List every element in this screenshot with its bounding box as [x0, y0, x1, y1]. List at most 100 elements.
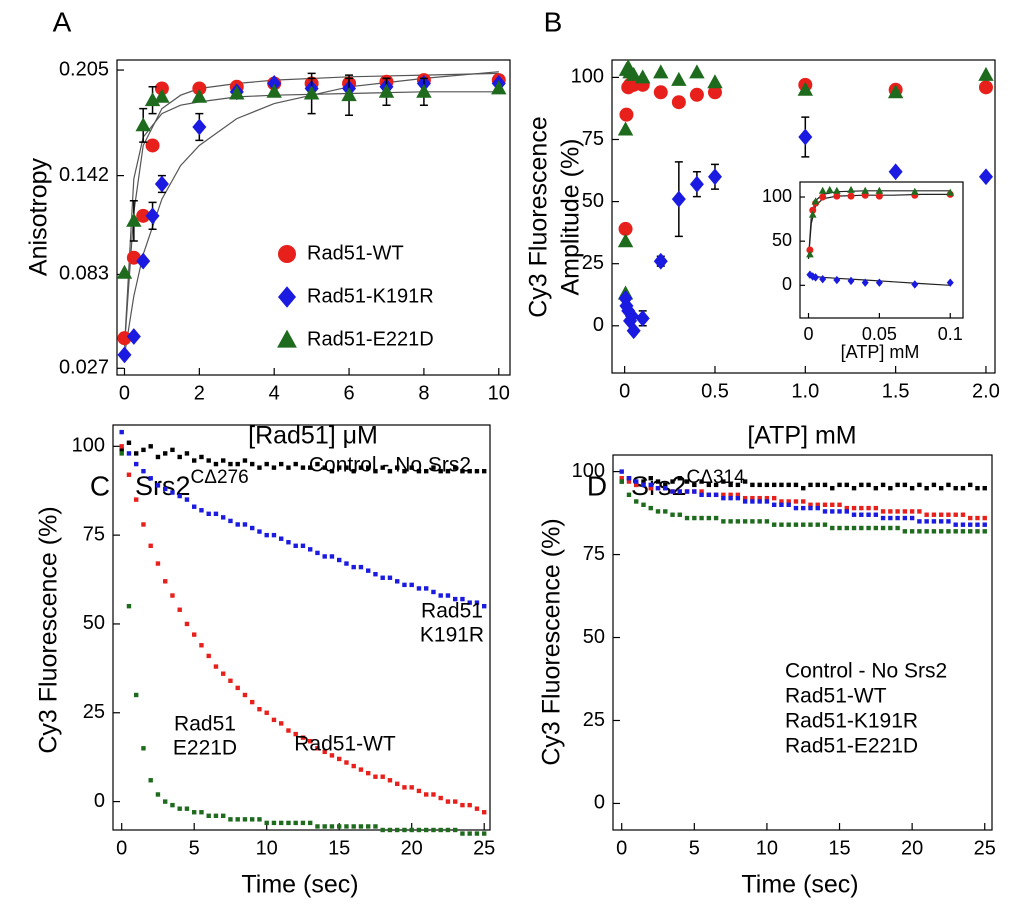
- point: [148, 444, 153, 449]
- point: [373, 468, 378, 474]
- point: [677, 512, 682, 517]
- point: [938, 485, 944, 491]
- point: [692, 489, 697, 494]
- point: [322, 465, 327, 470]
- point: [663, 482, 668, 488]
- point: [141, 447, 146, 453]
- point: [431, 465, 436, 470]
- point: [366, 568, 371, 573]
- point: [221, 515, 226, 520]
- point: [895, 515, 900, 521]
- point: [844, 509, 849, 514]
- point: [344, 760, 349, 765]
- point: [213, 664, 219, 669]
- point: [117, 331, 132, 346]
- point: [953, 485, 958, 491]
- point: [337, 465, 342, 470]
- point: [155, 483, 161, 488]
- point: [264, 710, 269, 715]
- point: [851, 485, 857, 491]
- point: [635, 309, 650, 327]
- point: [808, 505, 813, 511]
- x-tick-label: 5: [689, 837, 700, 859]
- y-tick-label: 50: [583, 626, 605, 648]
- point: [707, 168, 722, 186]
- point: [779, 499, 784, 504]
- point: [953, 529, 958, 534]
- legend-marker: [278, 286, 296, 308]
- point: [655, 485, 661, 491]
- point: [721, 492, 726, 498]
- point: [671, 95, 686, 110]
- point: [859, 512, 864, 517]
- point: [358, 767, 364, 772]
- y-tick-label: 0.027: [59, 357, 109, 379]
- point: [119, 451, 124, 456]
- point: [728, 492, 733, 498]
- point: [170, 490, 175, 495]
- point: [692, 515, 697, 521]
- point: [924, 529, 929, 534]
- point: [192, 118, 207, 136]
- point: [266, 83, 282, 98]
- point: [358, 824, 364, 829]
- y-tick-label: 100: [762, 186, 792, 206]
- point: [692, 482, 697, 488]
- point: [308, 738, 313, 744]
- x-tick-label: 8: [418, 382, 429, 404]
- point: [771, 522, 777, 527]
- panel-label: B: [544, 6, 563, 37]
- point: [445, 468, 451, 474]
- point: [395, 781, 400, 787]
- point: [163, 799, 168, 804]
- point: [119, 447, 124, 453]
- point: [861, 186, 870, 194]
- point: [648, 505, 653, 511]
- point: [366, 465, 371, 470]
- point: [887, 84, 904, 99]
- point: [242, 817, 248, 822]
- point: [851, 505, 857, 511]
- point: [728, 519, 733, 524]
- point: [474, 806, 480, 811]
- point: [271, 532, 277, 538]
- point: [344, 824, 349, 829]
- point: [830, 502, 835, 507]
- point: [866, 482, 871, 488]
- point: [337, 557, 342, 563]
- point: [148, 543, 153, 548]
- point: [648, 476, 653, 481]
- point: [677, 476, 682, 481]
- point: [978, 168, 993, 186]
- point: [946, 278, 954, 287]
- point: [757, 519, 762, 524]
- point: [380, 465, 385, 470]
- point: [888, 525, 893, 531]
- point: [742, 495, 748, 501]
- point: [909, 515, 915, 521]
- point: [482, 810, 487, 815]
- point: [380, 827, 385, 833]
- point: [424, 468, 429, 474]
- point: [177, 454, 182, 460]
- point: [192, 458, 197, 463]
- point: [617, 233, 634, 248]
- point: [228, 518, 233, 524]
- point: [329, 554, 335, 559]
- point: [163, 579, 168, 584]
- x-tick-label: 10: [256, 837, 278, 859]
- point: [264, 820, 269, 826]
- point: [895, 482, 900, 488]
- point: [213, 511, 219, 517]
- point: [946, 482, 951, 488]
- point: [199, 508, 204, 513]
- point: [445, 799, 451, 804]
- y-axis-label: Cy3 Fluorescence (%): [35, 506, 63, 753]
- point: [453, 465, 458, 470]
- point: [982, 522, 987, 527]
- panel-title: Srs2CΔ314: [631, 467, 745, 501]
- y-axis-label: Cy3 Fluorescence: [525, 116, 553, 317]
- point: [351, 468, 356, 474]
- point: [250, 699, 255, 705]
- point: [117, 346, 132, 364]
